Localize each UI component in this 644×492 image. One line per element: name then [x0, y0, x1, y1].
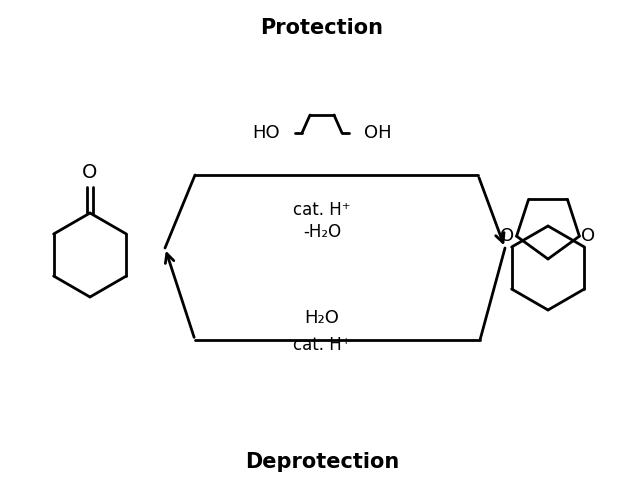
- Text: cat. H⁺: cat. H⁺: [293, 336, 351, 354]
- Text: OH: OH: [364, 124, 392, 142]
- Text: O: O: [582, 227, 596, 245]
- Text: O: O: [82, 163, 98, 182]
- Text: Protection: Protection: [261, 18, 383, 38]
- Text: O: O: [500, 227, 515, 245]
- Text: HO: HO: [252, 124, 280, 142]
- Text: cat. H⁺: cat. H⁺: [293, 201, 351, 219]
- Text: -H₂O: -H₂O: [303, 223, 341, 241]
- Text: Deprotection: Deprotection: [245, 452, 399, 472]
- Text: H₂O: H₂O: [305, 309, 339, 327]
